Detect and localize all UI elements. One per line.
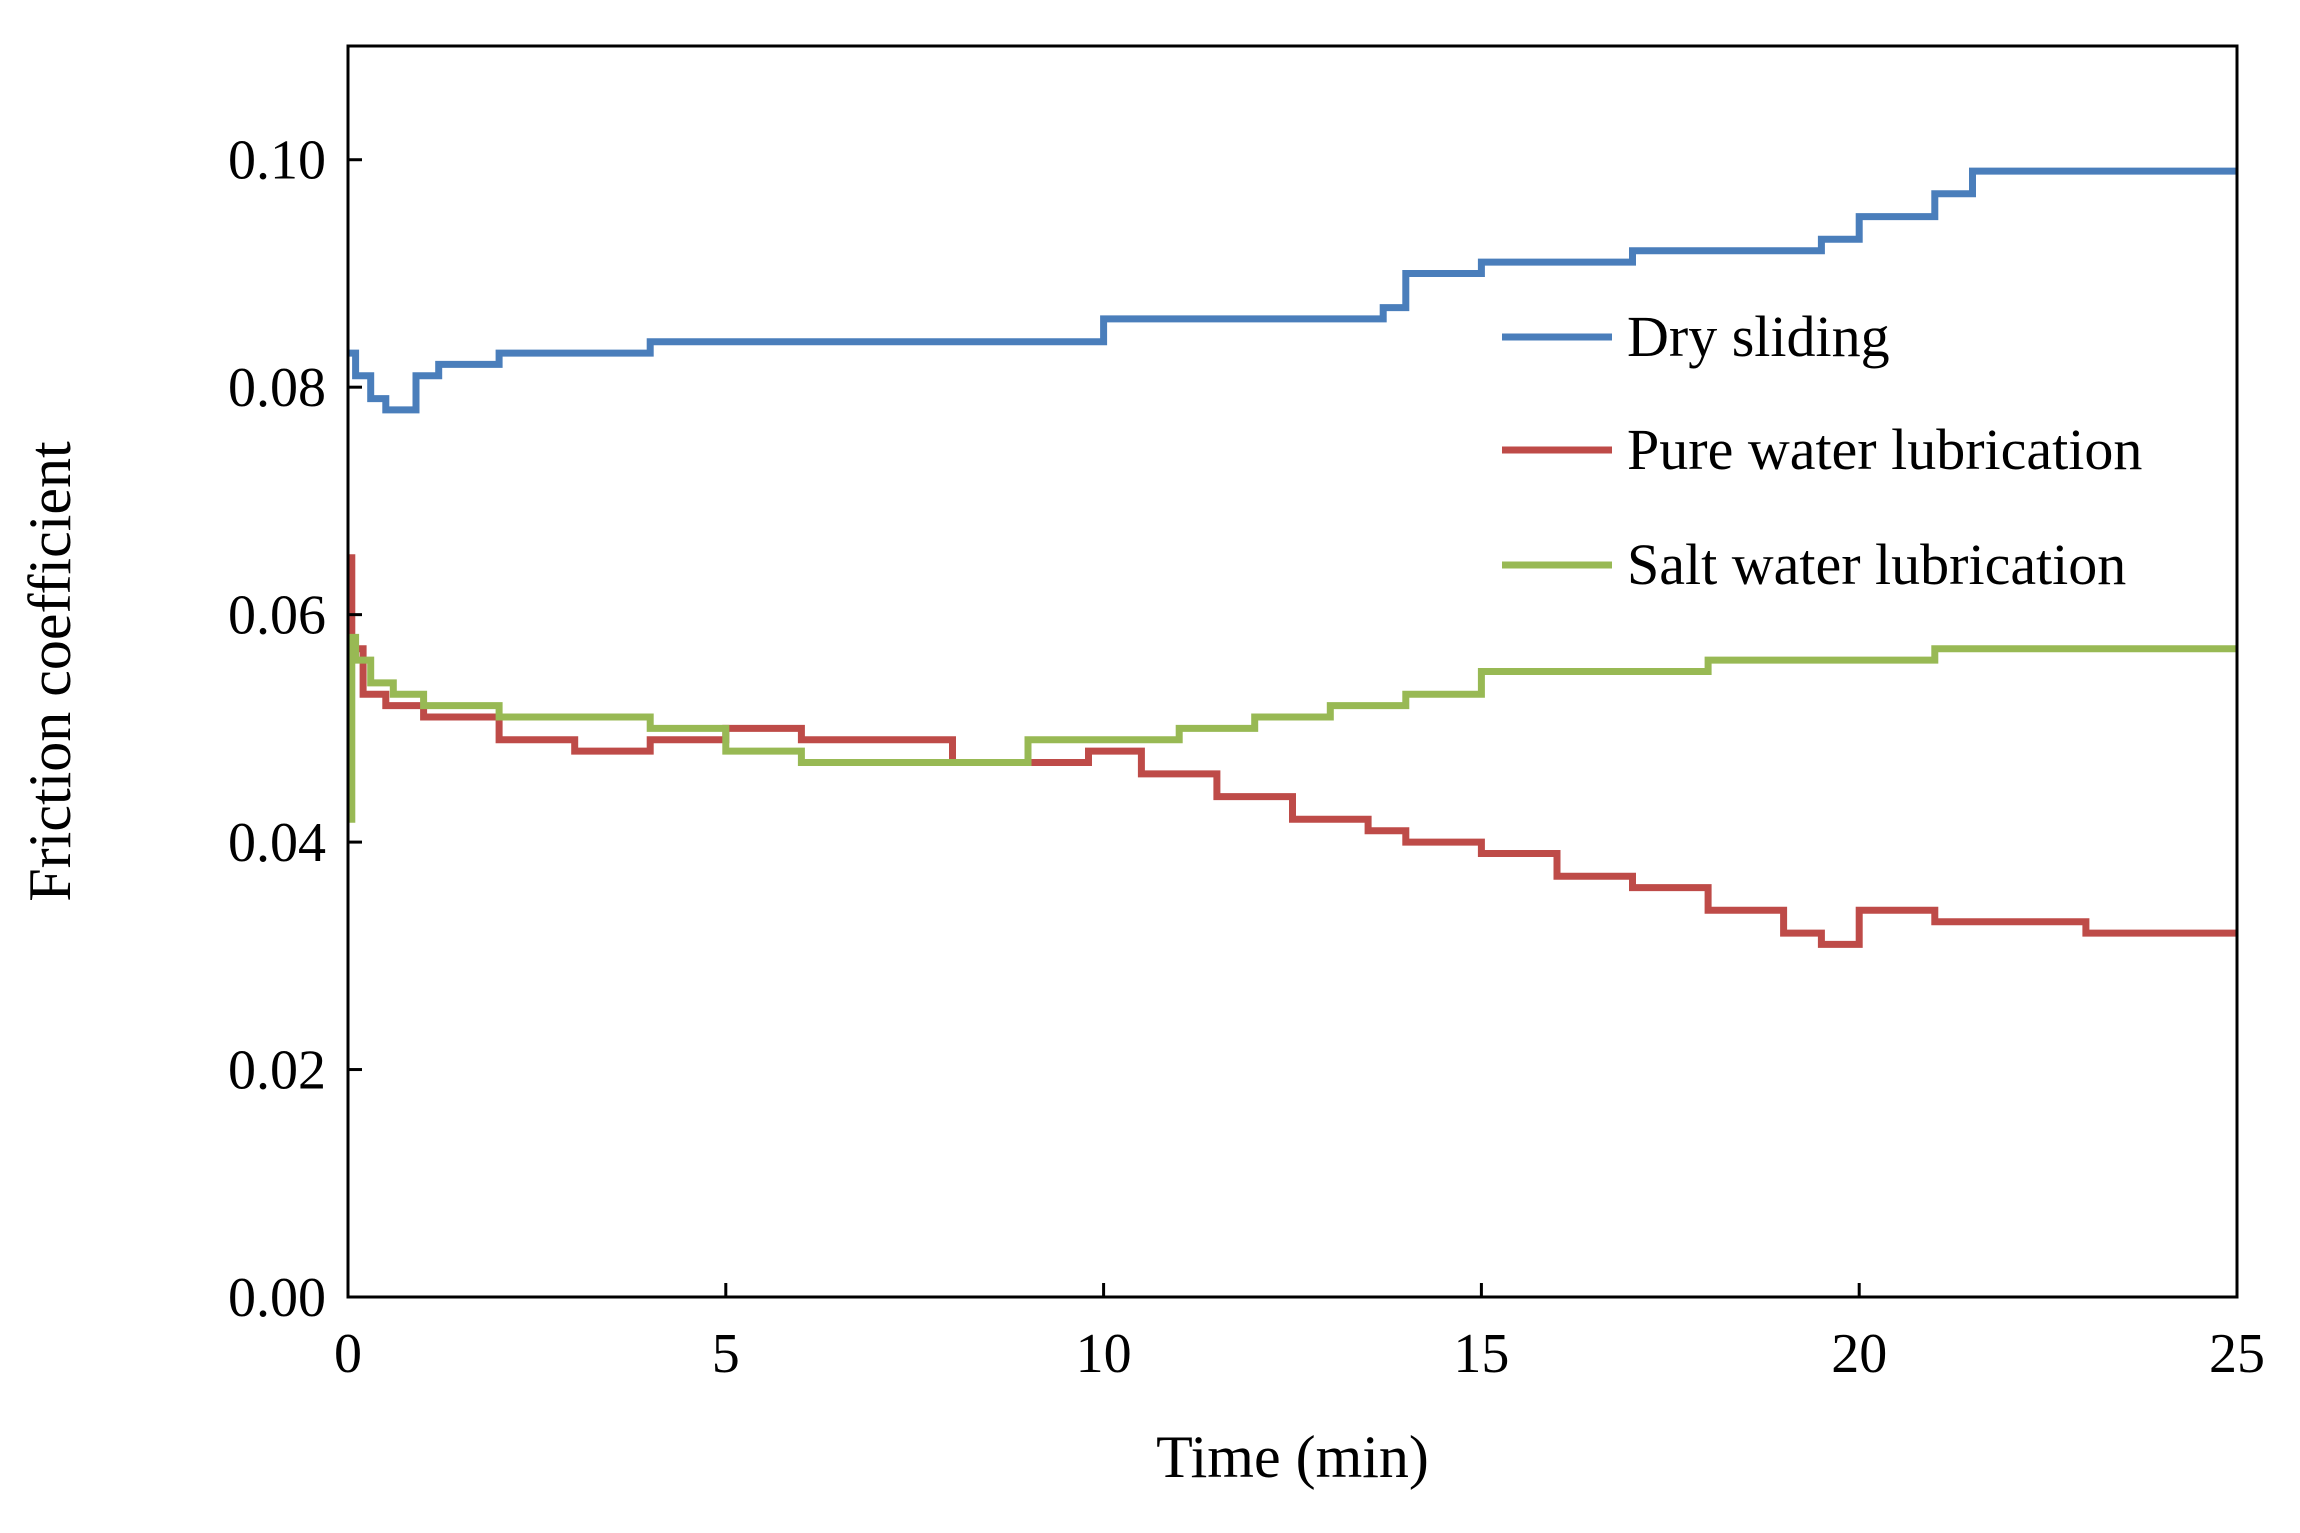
- legend: Dry sliding Pure water lubrication Salt wa…: [1502, 304, 2142, 597]
- series-line-3: [348, 633, 2237, 823]
- x-tick-label: 0: [334, 1323, 362, 1385]
- series-line-2: [348, 554, 2237, 948]
- axes-layer: [346, 44, 2239, 1299]
- y-tick-label: 0.00: [228, 1267, 326, 1329]
- y-tick-label: 0.10: [228, 130, 326, 192]
- x-axis-title: Time (min): [1156, 1424, 1429, 1490]
- y-tick-label: 0.02: [228, 1040, 326, 1102]
- x-tick-label: 15: [1453, 1323, 1509, 1385]
- x-tick-label: 10: [1076, 1323, 1132, 1385]
- y-axis-title: Friction coefficient: [17, 441, 83, 902]
- x-tick-label: 25: [2209, 1323, 2265, 1385]
- x-tick-label: 5: [712, 1323, 740, 1385]
- y-ticks: 0.00 0.02 0.04 0.06 0.08 0.10: [228, 130, 362, 1329]
- legend-label-2: Pure water lubrication: [1627, 417, 2142, 482]
- series-line-1: [348, 167, 2237, 414]
- y-tick-label: 0.08: [228, 357, 326, 419]
- legend-label-1: Dry sliding: [1627, 304, 1890, 369]
- x-tick-label: 20: [1831, 1323, 1887, 1385]
- y-tick-label: 0.06: [228, 585, 326, 647]
- series-layer: [348, 167, 2237, 948]
- x-ticks: 0 5 10 15 20 25: [334, 1283, 2265, 1385]
- plot-frame: [346, 44, 2239, 1299]
- legend-label-3: Salt water lubrication: [1627, 532, 2126, 597]
- y-tick-label: 0.04: [228, 812, 326, 874]
